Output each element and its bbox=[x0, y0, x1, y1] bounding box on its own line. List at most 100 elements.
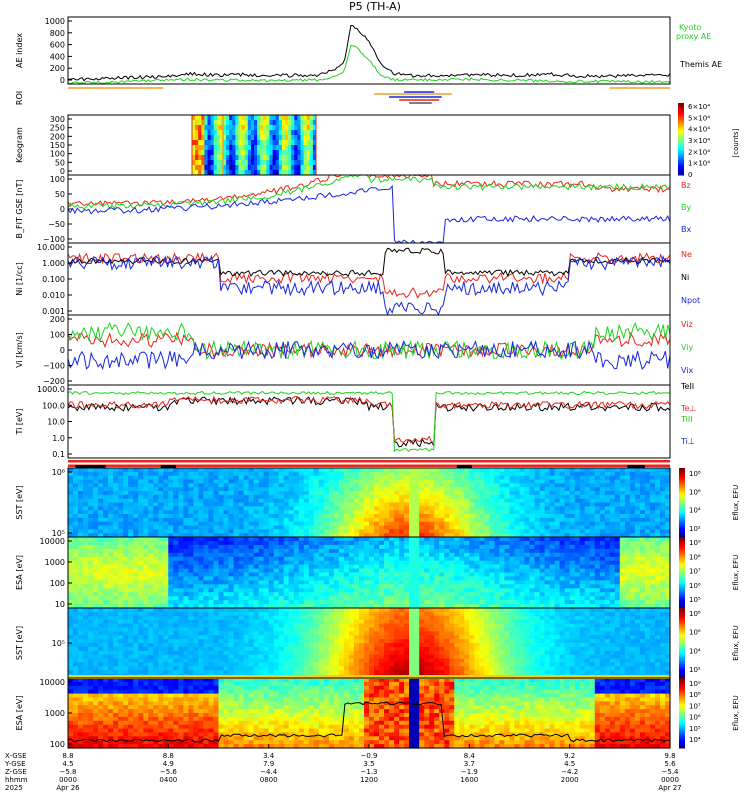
spectrogram-cell bbox=[374, 525, 380, 530]
spectrogram-cell bbox=[193, 596, 199, 601]
spectrogram-cell bbox=[328, 533, 335, 538]
spectrogram-cell bbox=[474, 487, 480, 492]
spectrogram-cell bbox=[579, 568, 586, 574]
spectrogram-cell bbox=[549, 514, 556, 519]
spectrogram-cell bbox=[474, 517, 480, 523]
spectrogram-cell bbox=[389, 491, 395, 496]
spectrogram-cell bbox=[298, 487, 305, 492]
spectrogram-cell bbox=[634, 514, 641, 519]
spectrogram-cell bbox=[544, 544, 551, 550]
spectrogram-cell bbox=[213, 584, 220, 589]
spectrogram-cell bbox=[303, 529, 310, 534]
spectrogram-cell bbox=[599, 517, 606, 523]
spectrogram-cell bbox=[223, 615, 230, 621]
spectrogram-cell bbox=[273, 529, 280, 534]
spectrogram-cell bbox=[594, 510, 601, 515]
spectrogram-cell bbox=[138, 619, 144, 625]
spectrogram-cell bbox=[399, 548, 405, 554]
spectrogram-cell bbox=[655, 521, 661, 527]
spectrogram-cell bbox=[243, 537, 250, 542]
spectrogram-cell bbox=[93, 635, 99, 640]
spectrogram-cell bbox=[183, 627, 189, 632]
spectrogram-cell bbox=[238, 600, 245, 605]
spectrogram-cell bbox=[609, 525, 616, 530]
spectrogram-cell bbox=[228, 468, 235, 473]
spectrogram-cell bbox=[113, 548, 119, 554]
spectrogram-cell bbox=[343, 514, 350, 519]
spectrogram-cell bbox=[660, 483, 666, 488]
spectrogram-cell bbox=[343, 491, 350, 496]
spectrogram-cell bbox=[639, 525, 646, 530]
spectrogram-cell bbox=[83, 608, 89, 613]
spectrogram-cell bbox=[233, 479, 240, 484]
spectrogram-cell bbox=[153, 619, 159, 625]
spectrogram-cell bbox=[519, 483, 526, 488]
spectrogram-cell bbox=[338, 506, 345, 511]
spectrogram-cell bbox=[499, 475, 505, 481]
spectrogram-cell bbox=[103, 479, 109, 484]
spectrogram-cell bbox=[333, 596, 340, 601]
spectrogram-cell bbox=[138, 592, 144, 597]
spectrogram-cell bbox=[298, 521, 305, 527]
spectrogram-cell bbox=[454, 502, 460, 507]
spectrogram-cell bbox=[484, 479, 490, 484]
spectrogram-cell bbox=[98, 635, 104, 640]
spectrogram-cell bbox=[609, 548, 616, 554]
spectrogram-cell bbox=[188, 491, 194, 496]
spectrogram-cell bbox=[665, 475, 671, 481]
spectrogram-cell bbox=[384, 510, 390, 515]
spectrogram-cell bbox=[158, 654, 164, 660]
spectrogram-cell bbox=[163, 533, 169, 538]
spectrogram-cell bbox=[313, 537, 320, 542]
spectrogram-cell bbox=[449, 506, 455, 511]
spectrogram-cell bbox=[158, 666, 164, 671]
spectrogram-cell bbox=[258, 494, 265, 500]
spectrogram-cell bbox=[98, 608, 104, 613]
spectrogram-cell bbox=[374, 604, 380, 609]
spectrogram-cell bbox=[644, 502, 651, 507]
spectrogram-cell bbox=[639, 494, 646, 500]
spectrogram-cell bbox=[544, 468, 551, 473]
spectrogram-cell bbox=[338, 568, 345, 574]
spectrogram-cell bbox=[429, 517, 435, 523]
spectrogram-cell bbox=[278, 498, 285, 504]
spectrogram-cell bbox=[394, 494, 400, 500]
spectrogram-cell bbox=[389, 517, 395, 523]
spectrogram-cell bbox=[168, 576, 174, 581]
spectrogram-cell bbox=[323, 529, 330, 534]
spectrogram-cell bbox=[198, 646, 204, 652]
spectrogram-cell bbox=[589, 544, 596, 550]
spectrogram-cell bbox=[258, 540, 265, 546]
spectrogram-cell bbox=[449, 592, 455, 597]
spectrogram-cell bbox=[153, 540, 159, 546]
spectrogram-cell bbox=[589, 600, 596, 605]
spectrogram-cell bbox=[384, 548, 390, 554]
spectrogram-cell bbox=[374, 506, 380, 511]
spectrogram-cell bbox=[348, 514, 355, 519]
spectrogram-cell bbox=[469, 556, 475, 562]
spectrogram-cell bbox=[604, 525, 611, 530]
spectrogram-cell bbox=[173, 670, 179, 675]
spectrogram-cell bbox=[93, 627, 99, 632]
spectrogram-cell bbox=[444, 521, 450, 527]
spectrogram-cell bbox=[98, 483, 104, 488]
spectrogram-cell bbox=[248, 525, 255, 530]
spectrogram-cell bbox=[233, 627, 240, 632]
spectrogram-cell bbox=[619, 502, 626, 507]
spectrogram-cell bbox=[143, 529, 149, 534]
spectrogram-cell bbox=[213, 635, 220, 640]
spectrogram-cell bbox=[188, 479, 194, 484]
spectrogram-cell bbox=[73, 615, 79, 621]
spectrogram-cell bbox=[559, 533, 566, 538]
spectrogram-cell bbox=[203, 654, 209, 660]
spectrogram-cell bbox=[228, 627, 235, 632]
spectrogram-cell bbox=[414, 592, 420, 597]
spectrogram-cell bbox=[208, 635, 215, 640]
spectrogram-cell bbox=[353, 560, 360, 566]
spectrogram-cell bbox=[479, 584, 485, 589]
spectrogram-cell bbox=[379, 494, 385, 500]
spectrogram-cell bbox=[268, 517, 275, 523]
spectrogram-cell bbox=[118, 540, 124, 546]
spectrogram-cell bbox=[123, 615, 129, 621]
spectrogram-cell bbox=[203, 611, 209, 617]
